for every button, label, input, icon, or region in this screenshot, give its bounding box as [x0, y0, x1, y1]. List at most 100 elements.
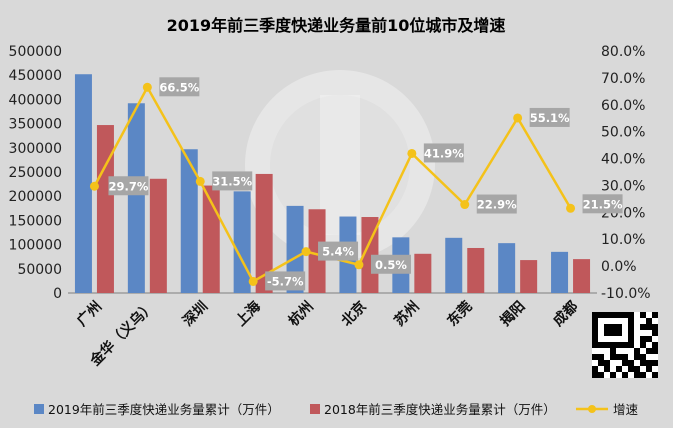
qr-cell	[592, 330, 598, 336]
y-left-tick-label: 300000	[9, 141, 62, 157]
qr-cell	[598, 342, 604, 348]
growth-data-label: 55.1%	[530, 111, 570, 125]
data-label-box	[265, 271, 306, 291]
qr-cell	[592, 324, 598, 330]
bar-2019-2	[180, 149, 198, 293]
bar-2018-9	[573, 259, 591, 293]
legend-swatch	[310, 404, 320, 414]
growth-data-label: 21.5%	[583, 197, 623, 211]
y-right-tick-label: 30.0%	[601, 178, 645, 194]
growth-data-label: 41.9%	[424, 146, 464, 160]
qr-cell	[610, 372, 616, 378]
qr-cell	[640, 336, 646, 342]
growth-point-5	[354, 260, 364, 270]
growth-point-9	[566, 203, 576, 213]
data-label-box	[423, 143, 464, 163]
bar-2019-7	[445, 237, 463, 293]
qr-cell	[628, 366, 634, 372]
qr-cell	[628, 324, 634, 330]
qr-cell	[610, 342, 616, 348]
qr-cell	[634, 348, 640, 354]
growth-data-label: -5.7%	[267, 274, 304, 288]
qr-cell	[604, 360, 610, 366]
growth-point-7	[460, 200, 470, 210]
bar-2019-8	[498, 243, 516, 293]
qr-cell	[604, 366, 610, 372]
data-label-box	[476, 194, 517, 214]
bar-2019-1	[127, 103, 145, 293]
qr-cell	[646, 360, 652, 366]
qr-cell	[646, 336, 652, 342]
y-right-tick-label: 80.0%	[601, 44, 645, 60]
bar-2019-3	[233, 191, 251, 293]
y-left-tick-label: 450000	[9, 68, 62, 84]
qr-cell	[628, 312, 634, 318]
y-right-tick-label: 0.0%	[601, 259, 637, 275]
qr-cell	[628, 360, 634, 366]
y-left-tick-label: 150000	[9, 213, 62, 229]
qr-cell	[598, 354, 604, 360]
qr-cell	[652, 330, 658, 336]
y-left-tick-label: 250000	[9, 165, 62, 181]
y-left-tick-label: 500000	[9, 44, 62, 60]
qr-cell	[628, 330, 634, 336]
growth-point-0	[89, 181, 99, 191]
growth-data-label: 22.9%	[477, 198, 517, 212]
qr-cell	[604, 324, 610, 330]
qr-cell	[646, 318, 652, 324]
bar-2018-5	[361, 217, 379, 293]
qr-cell	[622, 354, 628, 360]
qr-cell	[640, 324, 646, 330]
qr-cell	[634, 372, 640, 378]
bar-2018-8	[520, 260, 538, 293]
qr-cell	[616, 330, 622, 336]
y-right-tick-label: 40.0%	[601, 152, 645, 168]
qr-cell	[604, 330, 610, 336]
y-left-tick-label: 200000	[9, 189, 62, 205]
qr-cell	[592, 372, 598, 378]
qr-cell	[634, 354, 640, 360]
qr-cell	[640, 372, 646, 378]
y-left-tick-label: 50000	[17, 262, 62, 278]
qr-cell	[652, 360, 658, 366]
growth-data-label: 5.4%	[322, 245, 354, 259]
growth-point-4	[301, 247, 311, 257]
qr-cell	[592, 336, 598, 342]
qr-cell	[640, 342, 646, 348]
qr-cell	[616, 354, 622, 360]
qr-cell	[616, 312, 622, 318]
qr-cell	[610, 354, 616, 360]
data-label-box	[108, 176, 149, 196]
qr-code-icon	[592, 312, 658, 378]
chart-title: 2019年前三季度快递业务量前10位城市及增速	[167, 16, 506, 35]
bar-2018-3	[255, 173, 273, 293]
qr-cell	[646, 366, 652, 372]
legend-swatch	[34, 404, 44, 414]
qr-cell	[592, 342, 598, 348]
qr-cell	[592, 354, 598, 360]
qr-cell	[622, 312, 628, 318]
qr-cell	[616, 342, 622, 348]
growth-point-6	[407, 148, 417, 158]
qr-cell	[622, 360, 628, 366]
qr-cell	[646, 348, 652, 354]
growth-data-label: 29.7%	[108, 179, 148, 193]
bar-2018-4	[308, 209, 326, 293]
y-left-tick-label: 350000	[9, 117, 62, 133]
y-right-tick-label: 70.0%	[601, 71, 645, 87]
growth-data-label: 66.5%	[159, 80, 199, 94]
data-label-box	[370, 254, 411, 274]
data-label-box	[212, 171, 253, 191]
data-label-box	[582, 194, 623, 214]
y-right-tick-label: 60.0%	[601, 98, 645, 114]
data-label-box	[318, 241, 359, 261]
qr-cell	[652, 342, 658, 348]
qr-cell	[616, 324, 622, 330]
legend-label: 增速	[613, 402, 639, 417]
growth-data-label: 31.5%	[212, 174, 252, 188]
qr-cell	[610, 312, 616, 318]
qr-cell	[598, 312, 604, 318]
data-label-box	[529, 107, 570, 127]
qr-cell	[598, 372, 604, 378]
